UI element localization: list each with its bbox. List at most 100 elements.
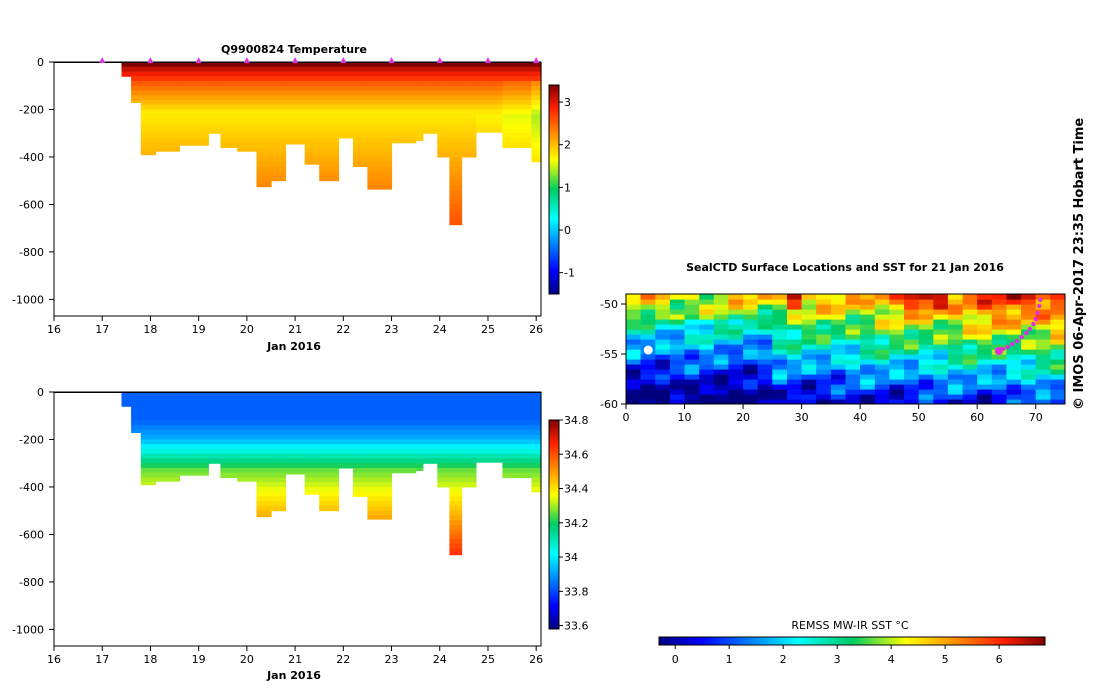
profile-cell	[449, 180, 463, 186]
sst-cell	[977, 389, 993, 395]
sst-cell	[991, 374, 1007, 380]
profile-cell	[319, 157, 340, 163]
sst-cell	[816, 399, 832, 404]
profile-cell	[237, 472, 258, 478]
profile-cell	[319, 114, 340, 120]
profile-cell	[461, 453, 477, 459]
profile-cell	[367, 114, 393, 120]
sst-cell	[1050, 399, 1065, 404]
profile-cell	[179, 66, 209, 72]
sst-cell	[669, 294, 686, 300]
profile-cell	[475, 420, 503, 426]
profile-cell	[353, 396, 369, 402]
sst-cell	[874, 379, 890, 385]
profile-cell	[502, 439, 532, 445]
sst-cell	[991, 329, 1007, 335]
profile-cell	[502, 449, 532, 455]
profile-cell	[256, 119, 272, 125]
profile-cell	[415, 439, 424, 445]
y-tick-label: -200	[19, 103, 44, 116]
profile-cell	[271, 491, 287, 497]
profile-cell	[531, 392, 542, 398]
sst-cell	[1006, 329, 1022, 335]
profile-cell	[256, 81, 272, 87]
profile-cell	[338, 434, 354, 440]
sst-cell	[801, 349, 817, 355]
sst-cell	[684, 394, 700, 400]
profile-cell	[367, 491, 393, 497]
sst-cell	[874, 389, 890, 395]
x-tick-label: 40	[853, 411, 867, 424]
sst-cell	[713, 309, 729, 315]
profile-cell	[437, 128, 450, 134]
profile-cell	[256, 458, 272, 464]
sst-cell	[962, 294, 978, 300]
profile-cell	[367, 439, 393, 445]
x-tick-label: 18	[143, 653, 157, 666]
sst-cell	[889, 294, 905, 300]
profile-cell	[271, 175, 287, 182]
profile-cell	[461, 425, 477, 431]
sst-cell	[626, 394, 642, 400]
sst-cell	[757, 299, 773, 305]
profile-cell	[367, 425, 393, 431]
profile-cell	[449, 204, 463, 210]
sst-cell	[655, 334, 671, 340]
profile-cell	[140, 76, 156, 82]
sst-cell	[743, 324, 759, 330]
sst-cell	[699, 294, 715, 300]
sst-cell	[801, 339, 817, 345]
profile-cell	[437, 71, 450, 77]
profile-cell	[271, 62, 287, 68]
sst-cell	[860, 304, 876, 310]
sst-cell	[962, 314, 978, 320]
sst-cell	[772, 294, 788, 300]
profile-cell	[285, 439, 306, 445]
profile-cell	[155, 449, 180, 455]
sst-cell	[684, 344, 700, 350]
profile-cell	[285, 463, 306, 469]
sst-cell	[933, 344, 949, 350]
sst-cell	[699, 309, 715, 315]
profile-cell	[304, 392, 320, 398]
profile-cell	[271, 477, 287, 483]
sst-cell	[713, 314, 729, 320]
sst-cell	[1006, 334, 1022, 340]
profile-cell	[271, 133, 287, 139]
sst-cell	[977, 384, 993, 390]
profile-cell	[502, 472, 532, 478]
profile-cell	[475, 458, 503, 463]
profile-cell	[319, 434, 340, 440]
profile-cell	[256, 401, 272, 407]
profile-cell	[271, 458, 287, 464]
sst-cell	[626, 359, 642, 365]
profile-cell	[367, 152, 393, 158]
sst-cell	[918, 299, 934, 305]
profile-cell	[256, 501, 272, 507]
sst-cell	[655, 299, 671, 305]
sst-cell	[874, 314, 890, 320]
profile-cell	[304, 468, 320, 474]
profile-cell	[338, 449, 354, 455]
profile-cell	[461, 477, 477, 483]
sst-cell	[728, 324, 744, 330]
profile-cell	[140, 128, 156, 134]
profile-cell	[220, 463, 238, 469]
sst-cell	[713, 334, 729, 340]
sst-cell	[947, 334, 964, 340]
sst-cell	[918, 394, 934, 400]
sst-cell	[845, 399, 861, 404]
profile-cell	[256, 505, 272, 512]
profile-cell	[449, 401, 463, 407]
profile-cell	[367, 157, 393, 163]
sst-cell	[860, 319, 876, 325]
profile-cell	[461, 392, 477, 398]
sst-cell	[713, 374, 729, 380]
sst-cell	[728, 299, 744, 305]
y-tick-label: -1000	[12, 623, 44, 636]
sst-cell	[684, 359, 700, 365]
sst-cell	[1021, 374, 1037, 380]
profile-cell	[237, 411, 258, 417]
sst-cell	[655, 339, 671, 345]
sst-cell	[655, 364, 671, 370]
